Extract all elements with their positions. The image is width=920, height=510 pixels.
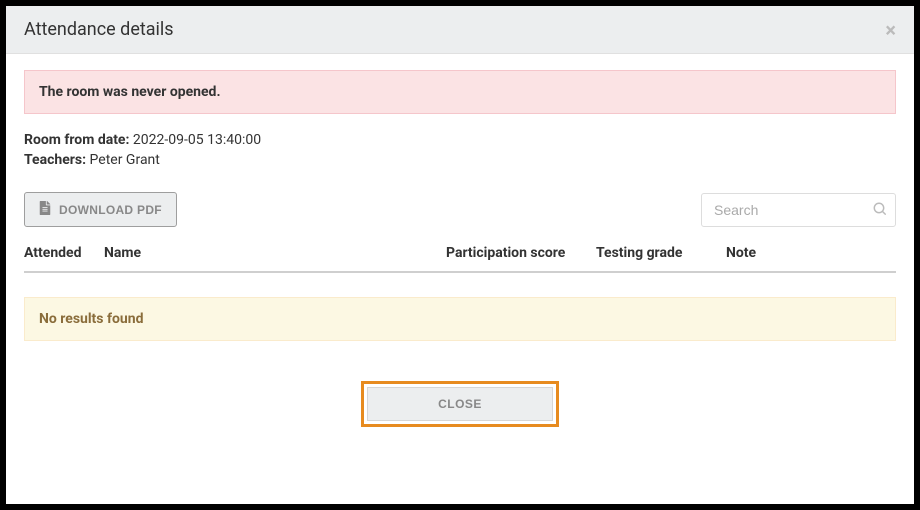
modal: Attendance details × The room was never … xyxy=(6,6,914,504)
teachers-label: Teachers: xyxy=(24,152,86,168)
outer-frame: Attendance details × The room was never … xyxy=(0,0,920,510)
teachers-value: Peter Grant xyxy=(90,152,160,168)
column-participation-score: Participation score xyxy=(446,245,596,261)
close-button-highlight: CLOSE xyxy=(361,381,559,427)
room-from-date-label: Room from date: xyxy=(24,132,129,148)
download-pdf-label: DOWNLOAD PDF xyxy=(59,203,162,217)
room-from-date-value: 2022-09-05 13:40:00 xyxy=(133,132,261,148)
close-button[interactable]: CLOSE xyxy=(367,387,553,421)
modal-title: Attendance details xyxy=(24,19,174,40)
table-header-row: Attended Name Participation score Testin… xyxy=(24,245,896,273)
modal-footer: CLOSE xyxy=(24,381,896,447)
modal-body: The room was never opened. Room from dat… xyxy=(6,54,914,504)
download-pdf-button[interactable]: DOWNLOAD PDF xyxy=(24,192,177,227)
column-attended: Attended xyxy=(24,245,104,261)
column-note: Note xyxy=(726,245,896,261)
modal-header: Attendance details × xyxy=(6,6,914,54)
pdf-file-icon xyxy=(39,201,51,218)
close-icon[interactable]: × xyxy=(885,20,896,40)
alert-room-never-opened: The room was never opened. xyxy=(24,70,896,114)
search-wrap xyxy=(701,193,896,227)
teachers-line: Teachers: Peter Grant xyxy=(24,152,896,168)
column-testing-grade: Testing grade xyxy=(596,245,726,261)
no-results-message: No results found xyxy=(24,297,896,341)
column-name: Name xyxy=(104,245,446,261)
search-input[interactable] xyxy=(701,193,896,227)
room-from-date-line: Room from date: 2022-09-05 13:40:00 xyxy=(24,132,896,148)
search-icon[interactable] xyxy=(873,200,886,219)
toolbar: DOWNLOAD PDF xyxy=(24,192,896,227)
